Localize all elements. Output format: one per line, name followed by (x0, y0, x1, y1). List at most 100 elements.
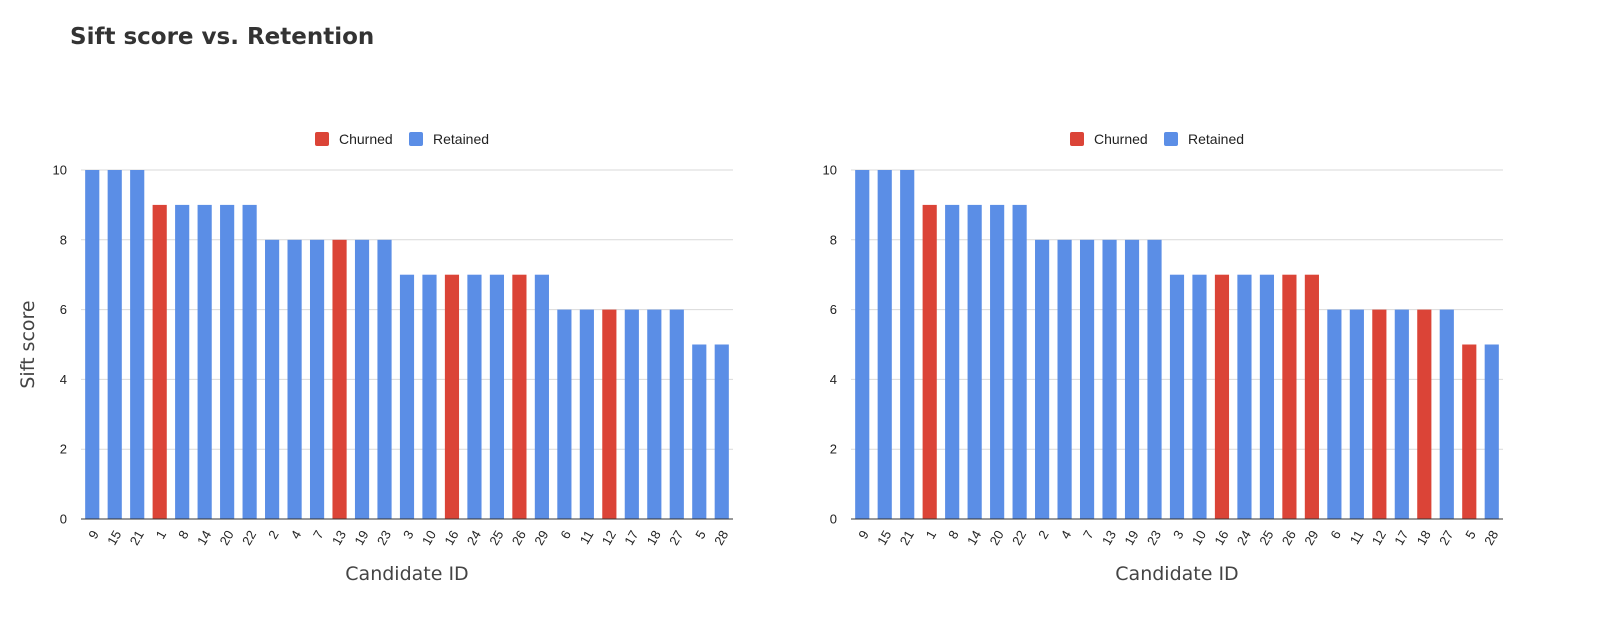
x-tick-label: 27 (666, 528, 686, 548)
bar-candidate-5 (1462, 344, 1477, 519)
x-tick-label: 16 (441, 528, 461, 548)
bar-candidate-9 (85, 170, 100, 519)
x-tick-label: 2 (1035, 528, 1052, 542)
x-tick-label: 7 (1080, 528, 1097, 542)
x-axis-title: Candidate ID (345, 563, 468, 585)
x-tick-label: 10 (1189, 528, 1209, 548)
bar-candidate-24 (467, 274, 482, 519)
legend-label-retained: Retained (1188, 131, 1244, 147)
bar-candidate-15 (107, 170, 122, 519)
x-tick-label: 22 (239, 528, 259, 548)
x-tick-label: 22 (1009, 528, 1029, 548)
bar-candidate-6 (1327, 309, 1342, 519)
x-tick-label: 16 (1211, 528, 1231, 548)
legend-label-churned: Churned (1094, 131, 1148, 147)
bar-candidate-18 (647, 309, 662, 519)
page-title: Sift score vs. Retention (70, 24, 375, 50)
bar-candidate-4 (1057, 239, 1072, 520)
bar-candidate-13 (1102, 239, 1117, 520)
x-tick-label: 9 (855, 528, 872, 542)
bar-candidate-7 (309, 239, 325, 520)
x-tick-label: 5 (1462, 528, 1479, 542)
bar-candidate-20 (220, 204, 235, 519)
y-tick-label: 2 (60, 442, 67, 457)
bar-candidate-19 (1124, 239, 1140, 520)
y-tick-label: 6 (830, 302, 837, 317)
y-tick-label: 0 (60, 512, 67, 527)
gridlines (851, 169, 1503, 450)
legend-swatch-churned (315, 132, 329, 146)
y-tick-label: 6 (60, 302, 67, 317)
y-tick-label: 4 (60, 372, 67, 387)
y-tick-label: 10 (53, 163, 67, 178)
bar-candidate-17 (1394, 309, 1409, 519)
y-tick-label: 0 (830, 512, 837, 527)
y-tick-label: 4 (830, 372, 837, 387)
bar-candidate-3 (399, 274, 415, 519)
x-tick-label: 28 (1481, 528, 1501, 548)
bar-candidate-16 (444, 274, 460, 519)
bar-candidate-27 (669, 309, 684, 519)
x-tick-label: 17 (1391, 528, 1411, 548)
bar-candidate-27 (1439, 309, 1454, 519)
y-tick-label: 10 (823, 163, 837, 178)
bar-candidate-14 (197, 204, 212, 519)
x-tick-label: 4 (288, 528, 305, 542)
bar-candidate-1 (922, 204, 937, 519)
bars (855, 170, 1499, 520)
x-tick-label: 8 (175, 528, 192, 542)
x-tick-label: 19 (351, 528, 371, 548)
bar-candidate-3 (1169, 274, 1185, 519)
bar-candidate-13 (332, 239, 347, 520)
bar-candidate-29 (1304, 274, 1319, 519)
y-tick-label: 8 (830, 232, 837, 247)
x-tick-label: 20 (986, 528, 1006, 548)
bar-candidate-16 (1214, 274, 1230, 519)
bar-candidate-23 (1147, 239, 1162, 520)
bar-candidate-10 (422, 274, 437, 519)
x-tick-label: 10 (419, 528, 439, 548)
legend-swatch-churned (1070, 132, 1084, 146)
x-tick-label: 27 (1436, 528, 1456, 548)
x-tick-label: 12 (1369, 528, 1389, 548)
bar-candidate-15 (877, 170, 892, 519)
bar-candidate-11 (1349, 309, 1364, 519)
x-tick-label: 21 (127, 528, 147, 548)
bar-candidate-29 (534, 274, 549, 519)
bar-candidate-7 (1079, 239, 1095, 520)
bar-candidate-2 (265, 239, 280, 520)
x-tick-label: 11 (1347, 528, 1367, 547)
bar-candidate-8 (945, 204, 960, 519)
x-tick-label: 15 (104, 528, 124, 548)
x-tick-label: 7 (310, 528, 327, 542)
x-tick-label: 29 (531, 528, 551, 548)
x-tick-label: 25 (1256, 528, 1276, 548)
x-tick-label: 13 (1099, 528, 1119, 548)
bar-candidate-26 (512, 274, 527, 519)
x-tick-label: 8 (945, 528, 962, 542)
bar-candidate-21 (900, 170, 915, 519)
legend-label-churned: Churned (339, 131, 393, 147)
legend-label-retained: Retained (433, 131, 489, 147)
x-tick-label: 2 (265, 528, 282, 542)
bar-candidate-6 (557, 309, 572, 519)
bar-candidate-8 (175, 204, 190, 519)
bar-candidate-2 (1035, 239, 1050, 520)
bar-candidate-18 (1417, 309, 1432, 519)
bar-candidate-26 (1282, 274, 1297, 519)
legend: Churned Retained (1070, 131, 1244, 147)
legend: Churned Retained (315, 131, 489, 147)
x-tick-label: 5 (692, 528, 709, 542)
bar-candidate-28 (714, 344, 729, 519)
x-tick-label: 12 (599, 528, 619, 548)
x-tick-label: 23 (374, 528, 394, 548)
bar-candidate-24 (1237, 274, 1252, 519)
x-tick-label: 24 (464, 528, 484, 548)
y-tick-label: 2 (830, 442, 837, 457)
bar-candidate-28 (1484, 344, 1499, 519)
bar-candidate-12 (602, 309, 617, 519)
x-tick-label: 18 (1414, 528, 1434, 548)
x-tick-label: 28 (711, 528, 731, 548)
bar-candidate-19 (354, 239, 370, 520)
